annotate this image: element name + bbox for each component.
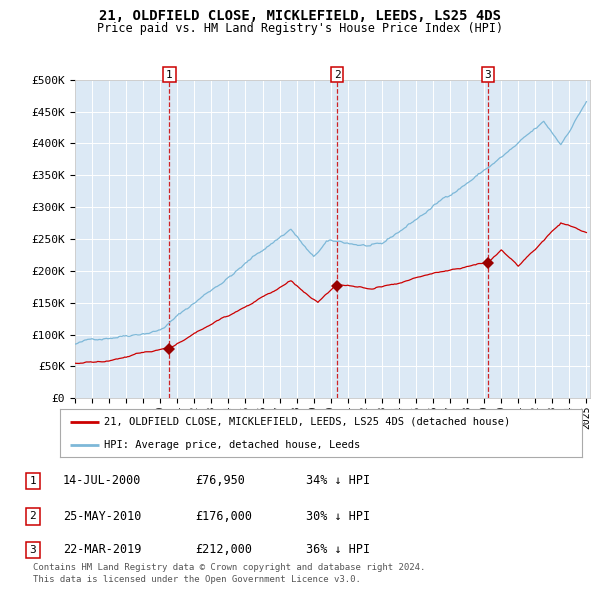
Text: This data is licensed under the Open Government Licence v3.0.: This data is licensed under the Open Gov… — [33, 575, 361, 584]
Text: £212,000: £212,000 — [195, 543, 252, 556]
Text: HPI: Average price, detached house, Leeds: HPI: Average price, detached house, Leed… — [104, 440, 361, 450]
Text: 3: 3 — [484, 70, 491, 80]
Text: 21, OLDFIELD CLOSE, MICKLEFIELD, LEEDS, LS25 4DS: 21, OLDFIELD CLOSE, MICKLEFIELD, LEEDS, … — [99, 9, 501, 23]
Text: 1: 1 — [29, 476, 37, 486]
Text: 21, OLDFIELD CLOSE, MICKLEFIELD, LEEDS, LS25 4DS (detached house): 21, OLDFIELD CLOSE, MICKLEFIELD, LEEDS, … — [104, 417, 511, 427]
Text: Contains HM Land Registry data © Crown copyright and database right 2024.: Contains HM Land Registry data © Crown c… — [33, 563, 425, 572]
Text: 30% ↓ HPI: 30% ↓ HPI — [306, 510, 370, 523]
Text: 25-MAY-2010: 25-MAY-2010 — [63, 510, 142, 523]
Text: 2: 2 — [334, 70, 341, 80]
Text: 14-JUL-2000: 14-JUL-2000 — [63, 474, 142, 487]
Text: 3: 3 — [29, 545, 37, 555]
Text: £176,000: £176,000 — [195, 510, 252, 523]
Text: 34% ↓ HPI: 34% ↓ HPI — [306, 474, 370, 487]
Text: Price paid vs. HM Land Registry's House Price Index (HPI): Price paid vs. HM Land Registry's House … — [97, 22, 503, 35]
Text: 2: 2 — [29, 512, 37, 521]
Text: £76,950: £76,950 — [195, 474, 245, 487]
Text: 1: 1 — [166, 70, 173, 80]
Text: 36% ↓ HPI: 36% ↓ HPI — [306, 543, 370, 556]
Text: 22-MAR-2019: 22-MAR-2019 — [63, 543, 142, 556]
